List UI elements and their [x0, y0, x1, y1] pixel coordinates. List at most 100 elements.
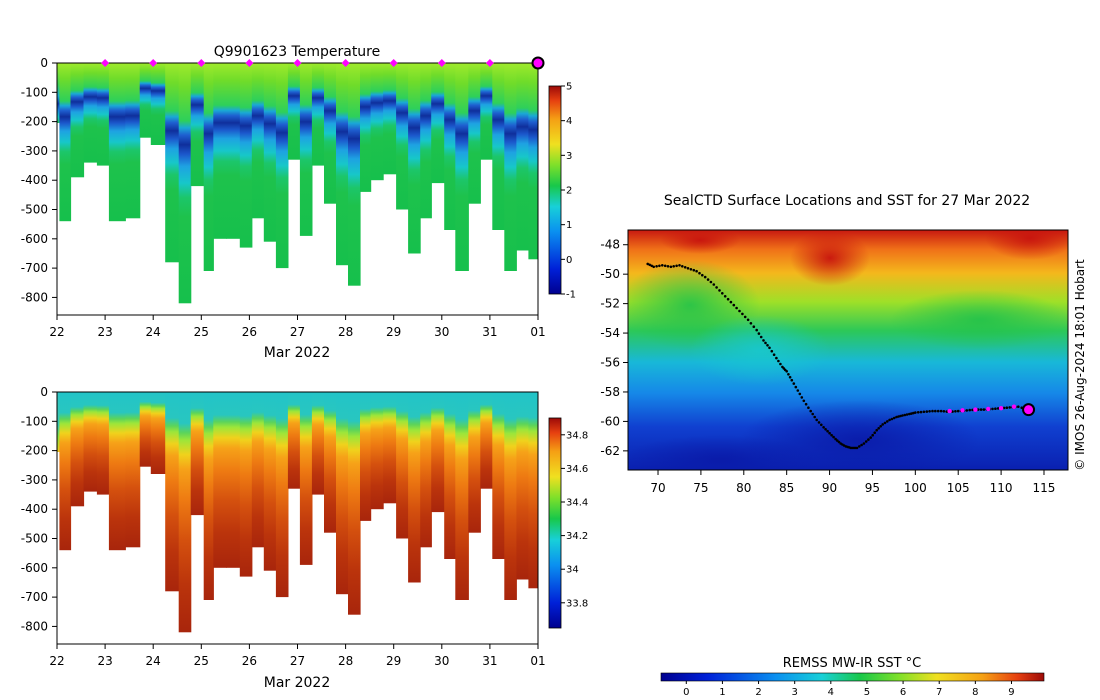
profile-bar: [203, 63, 214, 271]
y-tick-label: -200: [21, 444, 48, 458]
y-tick-label: -700: [21, 590, 48, 604]
track-point: [873, 431, 876, 435]
x-tick-label: 25: [194, 325, 209, 339]
track-point: [752, 325, 756, 329]
map-x-ticks: 70 75 80 85 90 95 100 105 110 115: [650, 470, 1055, 495]
map-y-tick-label: -62: [600, 444, 620, 458]
map-x-tick-label: 90: [822, 481, 837, 495]
recent-position: [1011, 404, 1017, 409]
profile-bar: [150, 392, 166, 474]
recent-position: [960, 408, 965, 413]
sst-green-patch-east: [890, 290, 1068, 350]
profile-bar: [190, 63, 205, 187]
x-tick-label: 29: [386, 654, 401, 668]
track-point: [706, 278, 710, 281]
map-x-tick-label: 115: [1033, 481, 1056, 495]
surface-marker: [149, 59, 158, 67]
profile-bar: [125, 63, 141, 219]
salinity-panel: 0 -100 -200 -300 -400 -500 -600 -700 -800 22 23 24…: [21, 385, 589, 691]
profile-bar: [348, 63, 361, 286]
profile-bar: [468, 63, 481, 204]
track-point: [775, 356, 778, 360]
temperature-surface-markers: [101, 56, 545, 70]
track-point: [746, 318, 750, 322]
track-point: [749, 322, 753, 325]
track-point: [858, 445, 861, 448]
map-x-tick-label: 110: [990, 481, 1013, 495]
track-point: [871, 433, 874, 437]
track-point: [919, 410, 923, 414]
temperature-panel: Q9901623 Temperature 0 -100 -200 -300 -400 -5…: [21, 44, 576, 361]
y-tick-label: -600: [21, 561, 48, 575]
track-point: [996, 407, 1000, 410]
track-point: [901, 414, 904, 417]
track-point: [785, 370, 788, 373]
profile-bar: [455, 392, 469, 600]
x-tick-label: 23: [97, 325, 112, 339]
surface-marker: [485, 59, 494, 67]
track-point: [709, 280, 713, 284]
profile-bar: [431, 392, 445, 513]
track-point: [726, 297, 730, 301]
track-point: [897, 415, 900, 418]
profile-bar: [480, 392, 493, 489]
profile-bar: [528, 392, 538, 589]
profile-bar: [504, 63, 517, 271]
map-title: SealCTD Surface Locations and SST for 27…: [664, 193, 1030, 209]
x-tick-label: 27: [290, 654, 305, 668]
track-point: [934, 409, 937, 413]
surface-marker: [389, 59, 398, 67]
track-point: [912, 411, 915, 415]
profile-bar: [480, 63, 493, 160]
recent-position: [986, 406, 991, 412]
track-point: [669, 265, 673, 269]
profile-bar: [150, 63, 166, 145]
profile-bar: [420, 63, 432, 219]
track-point: [755, 328, 758, 332]
track-point: [757, 332, 761, 335]
profile-bar: [203, 392, 214, 600]
sst-red-patch-mid: [790, 230, 870, 286]
track-point: [698, 271, 701, 275]
x-tick-label: 29: [386, 325, 401, 339]
track-point: [895, 415, 898, 419]
profile-bar: [528, 63, 538, 260]
sst-colorbar-tick-label: 5: [864, 687, 870, 698]
track-point: [914, 411, 917, 414]
track-point: [788, 375, 792, 379]
track-point: [1008, 406, 1011, 409]
track-point: [834, 437, 837, 441]
track-point: [954, 410, 957, 413]
salinity-colorbar-tick-label: 34.8: [566, 430, 588, 441]
y-tick-label: -500: [21, 203, 48, 217]
salinity-colorbar-tick-label: 34.4: [566, 498, 588, 509]
salinity-x-ticks: 22 23 24 25 26 27 28 29 30 31 01: [49, 644, 546, 668]
recent-position: [947, 408, 952, 414]
track-point: [928, 410, 931, 413]
map-axes-frame: [627, 229, 1069, 471]
profile-bar: [190, 392, 205, 516]
sst-red-patch-east: [985, 230, 1068, 260]
profile-bar: [83, 63, 98, 163]
profile-bar: [299, 63, 313, 236]
x-tick-label: 31: [482, 654, 497, 668]
temperature-colorbar: [548, 85, 562, 295]
x-tick-label: 26: [242, 325, 257, 339]
profile-bar: [108, 392, 126, 551]
salinity-colorbar-tick-label: 34.6: [566, 464, 588, 475]
track-point: [813, 415, 816, 419]
profile-bar: [83, 392, 98, 492]
profile-bar: [263, 392, 277, 571]
track-point: [712, 283, 716, 286]
y-tick-label: -600: [21, 232, 48, 246]
profile-bar: [287, 392, 301, 489]
track-point: [678, 264, 681, 267]
track-point: [695, 269, 698, 273]
sst-colorbar-tick-label: 3: [792, 687, 798, 698]
track-point: [860, 443, 863, 447]
map-x-tick-label: 100: [904, 481, 927, 495]
track-point: [701, 273, 704, 277]
track-point: [658, 264, 661, 268]
track-point: [735, 306, 738, 310]
track-point: [762, 339, 765, 342]
